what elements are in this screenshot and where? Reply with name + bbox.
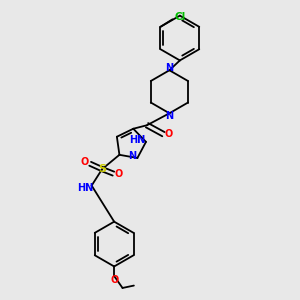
Text: N: N xyxy=(128,152,136,161)
Text: O: O xyxy=(115,169,123,178)
Text: S: S xyxy=(98,164,106,174)
Text: O: O xyxy=(165,129,173,139)
Text: N: N xyxy=(165,63,173,73)
Text: HN: HN xyxy=(130,135,146,146)
Text: HN: HN xyxy=(77,183,93,193)
Text: O: O xyxy=(110,274,118,285)
Text: N: N xyxy=(165,111,173,121)
Text: O: O xyxy=(81,157,89,167)
Text: Cl: Cl xyxy=(174,12,185,22)
